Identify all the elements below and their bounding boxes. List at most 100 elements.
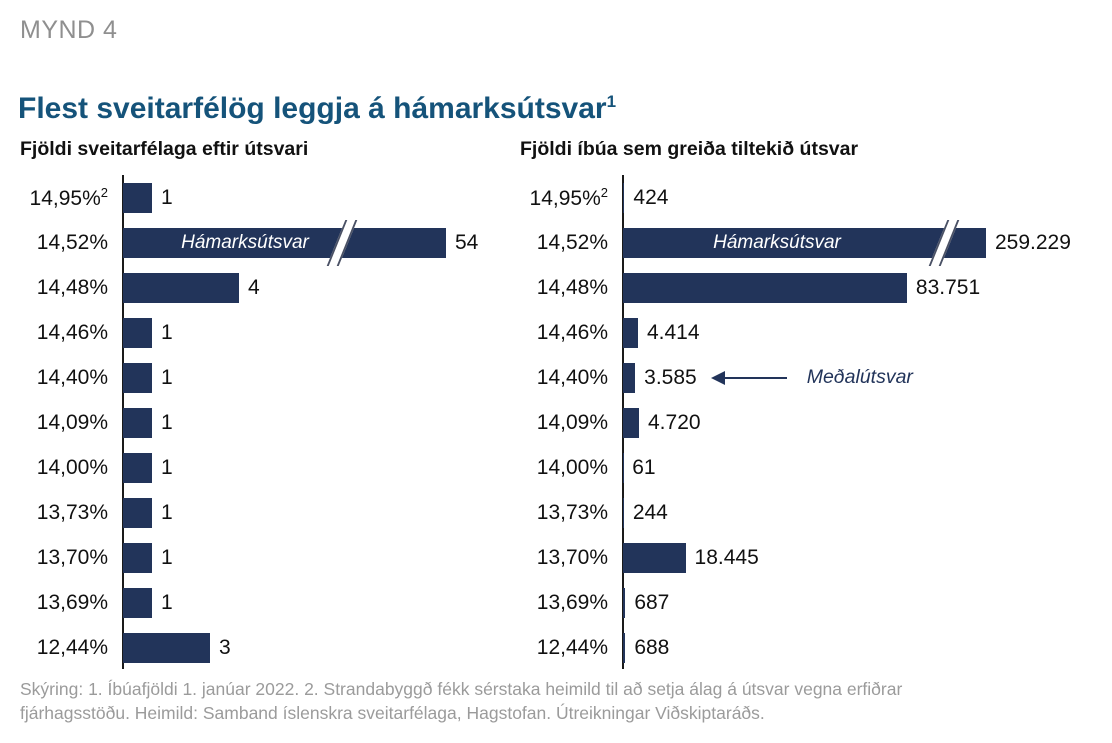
chart-row: 14,40% 1 bbox=[0, 355, 500, 400]
bar-area: 1 bbox=[116, 445, 500, 490]
bar-area: 4.414 bbox=[616, 310, 1112, 355]
category-text: 13,69% bbox=[536, 590, 608, 614]
bar-value: 1 bbox=[161, 365, 173, 389]
category-text: 14,95% bbox=[529, 186, 601, 210]
figure-label: MYND 4 bbox=[20, 16, 118, 44]
category-text: 13,69% bbox=[36, 590, 108, 614]
bar-value: 3.585 bbox=[644, 365, 697, 389]
bar bbox=[123, 452, 152, 483]
bar bbox=[123, 587, 152, 618]
bar-area: 688 bbox=[616, 625, 1112, 670]
chart-row: 13,73% 244 bbox=[500, 490, 1112, 535]
bar-value: 3 bbox=[219, 635, 231, 659]
chart-row: 13,73% 1 bbox=[0, 490, 500, 535]
bar-value: 54 bbox=[455, 230, 479, 254]
chart-row: 14,48% 4 bbox=[0, 265, 500, 310]
page-title-text: Flest sveitarfélög leggja á hámarksútsva… bbox=[18, 92, 607, 126]
bar-value: 424 bbox=[633, 185, 669, 209]
axis-break-icon bbox=[326, 219, 358, 266]
bar bbox=[123, 272, 239, 303]
category-text: 12,44% bbox=[536, 635, 608, 659]
category-label: 14,46% bbox=[0, 321, 116, 345]
bar-area: Hámarksútsvar 54 bbox=[116, 219, 500, 266]
category-label: 12,44% bbox=[500, 636, 616, 660]
bar-value: 83.751 bbox=[915, 275, 981, 299]
category-label: 13,70% bbox=[500, 546, 616, 570]
bar-area: 4 bbox=[116, 265, 500, 310]
bar-value: 18.445 bbox=[694, 545, 759, 569]
category-text: 14,09% bbox=[536, 410, 608, 434]
bar bbox=[123, 632, 210, 663]
bar-value: 1 bbox=[161, 545, 173, 569]
bar-annotation-label: Hámarksútsvar bbox=[181, 231, 309, 253]
chart-rows: 14,95%2 424 14,52% Hámarksútsvar 259.229 14,4… bbox=[500, 175, 1112, 670]
bar-area: 4.720 bbox=[616, 400, 1112, 445]
chart-row: 14,95%2 1 bbox=[0, 175, 500, 220]
bar-area: 687 bbox=[616, 580, 1112, 625]
chart-row: 14,00% 1 bbox=[0, 445, 500, 490]
bar-value: 61 bbox=[632, 455, 656, 479]
chart-row: 14,09% 4.720 bbox=[500, 400, 1112, 445]
axis-break-icon bbox=[928, 219, 960, 266]
category-text: 14,48% bbox=[536, 275, 608, 299]
category-text: 14,48% bbox=[36, 275, 108, 299]
chart-row: 13,69% 687 bbox=[500, 580, 1112, 625]
category-text: 14,95% bbox=[29, 186, 101, 210]
category-text: 14,00% bbox=[536, 455, 608, 479]
chart-row: 14,09% 1 bbox=[0, 400, 500, 445]
category-text: 14,46% bbox=[36, 320, 108, 344]
chart-row: 13,69% 1 bbox=[0, 580, 500, 625]
bar-value: 4.414 bbox=[646, 320, 700, 344]
bar-area: 1 bbox=[116, 400, 500, 445]
category-text: 13,70% bbox=[36, 545, 108, 569]
bar-area: 3 bbox=[116, 625, 500, 670]
mean-annotation-label: Meðalútsvar bbox=[806, 366, 913, 388]
bar bbox=[623, 407, 639, 438]
chart-row: 14,00% 61 bbox=[500, 445, 1112, 490]
chart-row: 13,70% 18.445 bbox=[500, 535, 1112, 580]
chart-row: 12,44% 3 bbox=[0, 625, 500, 670]
page-title: Flest sveitarfélög leggja á hámarksútsva… bbox=[18, 92, 616, 126]
category-label: 14,48% bbox=[0, 276, 116, 300]
chart-rows: 14,95%2 1 14,52% Hámarksútsvar 54 14,48% 4 14,4… bbox=[0, 175, 500, 670]
bar-value: 687 bbox=[634, 590, 670, 614]
category-label: 14,09% bbox=[500, 411, 616, 435]
bar-value: 259.229 bbox=[995, 230, 1071, 254]
bar: Hámarksútsvar bbox=[123, 219, 446, 266]
chart-row: 14,40% 3.585 Meðalútsvar bbox=[500, 355, 1112, 400]
title-footnote-marker: 1 bbox=[606, 92, 617, 112]
category-label: 14,00% bbox=[0, 456, 116, 480]
category-text: 14,09% bbox=[36, 410, 108, 434]
bar-value: 1 bbox=[161, 500, 173, 524]
bar-area: 424 bbox=[616, 175, 1112, 220]
category-label: 13,73% bbox=[0, 501, 116, 525]
bar: Hámarksútsvar bbox=[623, 219, 986, 266]
bar-value: 1 bbox=[161, 320, 173, 344]
bar bbox=[123, 497, 152, 528]
arrow-left-icon bbox=[710, 370, 725, 385]
category-footnote-marker: 2 bbox=[600, 184, 608, 200]
bar-area: 83.751 bbox=[616, 265, 1112, 310]
category-text: 14,52% bbox=[36, 230, 108, 254]
bar-value: 1 bbox=[161, 455, 173, 479]
chart-inhabitants: 14,95%2 424 14,52% Hámarksútsvar 259.229 14,4… bbox=[500, 175, 1112, 670]
category-label: 14,00% bbox=[500, 456, 616, 480]
footnote: Skýring: 1. Íbúafjöldi 1. janúar 2022. 2… bbox=[20, 679, 903, 723]
chart-row: 14,46% 4.414 bbox=[500, 310, 1112, 355]
chart-row: 14,48% 83.751 bbox=[500, 265, 1112, 310]
bar bbox=[623, 362, 636, 393]
bar bbox=[623, 317, 638, 348]
category-label: 14,09% bbox=[0, 411, 116, 435]
chart-row: 14,46% 1 bbox=[0, 310, 500, 355]
bar bbox=[623, 497, 624, 528]
chart-row: 14,52% Hámarksútsvar 259.229 bbox=[500, 219, 1112, 266]
category-footnote-marker: 2 bbox=[100, 184, 108, 200]
category-label: 12,44% bbox=[0, 636, 116, 660]
category-label: 14,46% bbox=[500, 321, 616, 345]
category-label: 14,95%2 bbox=[500, 185, 616, 211]
bar-value: 1 bbox=[161, 185, 173, 209]
bar bbox=[623, 632, 626, 663]
category-label: 13,69% bbox=[0, 591, 116, 615]
bar-value: 1 bbox=[161, 410, 173, 434]
bar bbox=[123, 542, 152, 573]
